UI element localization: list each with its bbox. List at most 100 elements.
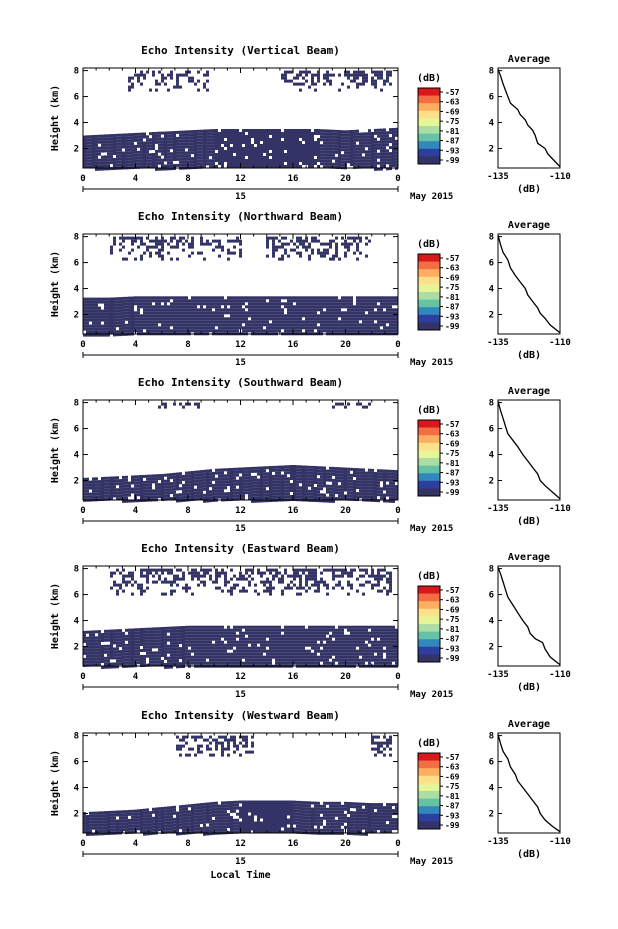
echo-cell bbox=[131, 628, 134, 632]
echo-cell bbox=[278, 138, 281, 141]
echo-cell bbox=[335, 147, 338, 151]
echo-cell bbox=[320, 308, 323, 312]
echo-cell bbox=[221, 311, 224, 315]
echo-cell bbox=[206, 493, 209, 497]
echo-cell bbox=[299, 236, 302, 240]
echo-cell bbox=[206, 305, 209, 309]
echo-cell bbox=[110, 137, 113, 141]
echo-cell bbox=[101, 140, 104, 144]
echo-cell bbox=[86, 141, 89, 145]
echo-cell bbox=[239, 467, 242, 471]
echo-cell bbox=[140, 141, 143, 145]
echo-cell bbox=[302, 465, 305, 469]
echo-cell bbox=[278, 239, 281, 243]
echo-cell bbox=[131, 326, 134, 330]
echo-cell bbox=[227, 144, 230, 147]
echo-cell bbox=[230, 299, 233, 303]
echo-cell bbox=[182, 326, 185, 330]
echo-cell bbox=[173, 155, 176, 158]
echo-cell bbox=[305, 159, 308, 162]
echo-cell bbox=[188, 136, 191, 140]
echo-cell bbox=[206, 326, 209, 330]
echo-cell bbox=[107, 158, 110, 162]
month-label: May 2015 bbox=[410, 524, 453, 534]
echo-cell bbox=[155, 88, 158, 92]
echo-cell bbox=[278, 150, 281, 153]
echo-cell bbox=[230, 141, 233, 144]
echo-cell bbox=[173, 137, 176, 140]
echo-cell bbox=[212, 311, 215, 315]
heatmap-cells bbox=[83, 568, 398, 669]
echo-cell bbox=[353, 489, 356, 492]
echo-cell bbox=[218, 239, 221, 243]
echo-cell bbox=[209, 299, 212, 303]
echo-cell bbox=[197, 473, 200, 477]
echo-cell bbox=[164, 82, 167, 86]
echo-cell bbox=[371, 468, 374, 472]
echo-cell bbox=[380, 143, 383, 147]
echo-cell bbox=[233, 147, 236, 150]
echo-cell bbox=[350, 467, 353, 471]
echo-cell bbox=[320, 496, 323, 500]
echo-cell bbox=[209, 317, 212, 321]
echo-cell bbox=[293, 129, 296, 132]
echo-cell bbox=[152, 568, 155, 572]
echo-cell bbox=[362, 138, 365, 142]
echo-cell bbox=[134, 631, 137, 635]
echo-cell bbox=[302, 147, 305, 150]
echo-cell bbox=[293, 165, 296, 168]
echo-cell bbox=[122, 136, 125, 140]
echo-cell bbox=[233, 482, 236, 486]
echo-cell bbox=[284, 242, 287, 246]
echo-cell bbox=[314, 82, 317, 86]
echo-cell bbox=[323, 254, 326, 258]
echo-cell bbox=[365, 405, 368, 409]
echo-cell bbox=[170, 239, 173, 243]
y-tick-label: 2 bbox=[74, 311, 79, 321]
echo-cell bbox=[146, 627, 149, 631]
echo-cell bbox=[248, 467, 251, 471]
echo-cell bbox=[395, 299, 398, 303]
echo-cell bbox=[215, 159, 218, 162]
echo-cell bbox=[182, 154, 185, 158]
echo-cell bbox=[374, 481, 377, 484]
echo-cell bbox=[338, 491, 341, 495]
echo-cell bbox=[245, 326, 248, 330]
echo-cell bbox=[146, 648, 149, 652]
echo-cell bbox=[269, 305, 272, 309]
echo-cell bbox=[392, 302, 395, 306]
echo-cell bbox=[356, 150, 359, 154]
echo-cell bbox=[281, 320, 284, 324]
echo-cell bbox=[206, 147, 209, 151]
echo-cell bbox=[257, 311, 260, 315]
echo-cell bbox=[281, 153, 284, 156]
echo-cell bbox=[335, 470, 338, 474]
echo-cell bbox=[161, 137, 164, 141]
colorbar-tick-label: -63 bbox=[445, 430, 460, 439]
echo-cell bbox=[212, 239, 215, 243]
echo-cell bbox=[323, 499, 326, 503]
echo-cell bbox=[206, 132, 209, 136]
echo-cell bbox=[386, 484, 389, 488]
echo-cell bbox=[173, 656, 176, 660]
echo-cell bbox=[182, 311, 185, 315]
echo-cell bbox=[152, 156, 155, 159]
echo-cell bbox=[179, 475, 182, 479]
echo-cell bbox=[182, 314, 185, 318]
echo-cell bbox=[122, 652, 125, 656]
echo-cell bbox=[131, 634, 134, 638]
echo-cell bbox=[137, 655, 140, 659]
echo-cell bbox=[245, 153, 248, 156]
echo-cell bbox=[218, 245, 221, 249]
echo-cell bbox=[257, 299, 260, 303]
echo-cell bbox=[350, 154, 353, 157]
echo-cell bbox=[197, 302, 200, 306]
echo-cell bbox=[218, 468, 221, 472]
echo-cell bbox=[266, 245, 269, 249]
echo-cell bbox=[185, 489, 188, 493]
echo-cell bbox=[311, 489, 314, 493]
echo-cell bbox=[92, 135, 95, 138]
echo-cell bbox=[245, 485, 248, 489]
echo-cell bbox=[143, 480, 146, 484]
echo-cell bbox=[167, 242, 170, 246]
